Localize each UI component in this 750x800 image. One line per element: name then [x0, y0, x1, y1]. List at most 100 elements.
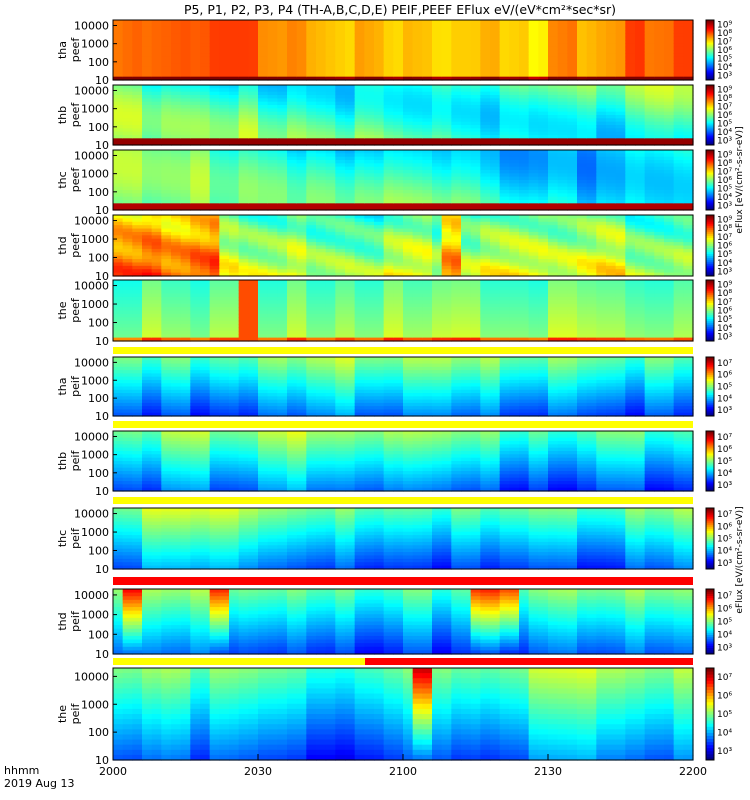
spectrogram-cell	[142, 252, 153, 257]
spectrogram-cell	[557, 70, 568, 74]
spectrogram-cell	[219, 337, 230, 342]
spectrogram-cell	[403, 228, 414, 233]
spectrogram-cell	[345, 108, 356, 113]
spectrogram-cell	[142, 218, 153, 223]
spectrogram-cell	[364, 303, 375, 308]
spectrogram-cell	[383, 242, 394, 247]
spectrogram-cell	[296, 33, 307, 38]
spectrogram-cell	[596, 40, 607, 44]
spectrogram-cell	[306, 242, 317, 247]
spectrogram-cell	[644, 121, 655, 126]
spectrogram-cell	[625, 60, 636, 64]
spectrogram-cell	[432, 180, 443, 184]
spectrogram-cell	[432, 118, 443, 123]
spectrogram-cell	[248, 118, 259, 123]
spectrogram-cell	[441, 128, 452, 133]
spectrogram-cell	[335, 121, 346, 126]
spectrogram-cell	[219, 50, 230, 54]
spectrogram-cell	[161, 180, 172, 184]
spectrogram-cell	[538, 242, 549, 247]
spectrogram-cell	[335, 33, 346, 38]
spectrogram-cell	[219, 200, 230, 204]
spectrogram-cell	[354, 200, 365, 204]
spectrogram-cell	[644, 85, 655, 89]
spectrogram-cell	[412, 180, 423, 184]
spectrogram-cell	[248, 23, 259, 28]
spectrogram-cell	[258, 235, 269, 240]
spectrogram-cell	[383, 108, 394, 113]
spectrogram-cell	[287, 101, 298, 106]
spectrogram-cell	[248, 252, 259, 257]
spectrogram-cell	[451, 272, 462, 277]
spectrogram-cell	[606, 46, 617, 51]
spectrogram-cell	[441, 252, 452, 257]
spectrogram-cell	[161, 125, 172, 129]
spectrogram-cell	[461, 218, 472, 223]
spectrogram-cell	[538, 63, 549, 68]
spectrogram-cell	[499, 30, 510, 34]
spectrogram-cell	[403, 121, 414, 126]
spectrogram-cell	[412, 125, 423, 129]
spectrogram-cell	[470, 196, 481, 201]
spectrogram-cell	[171, 121, 182, 126]
spectrogram-cell	[209, 255, 220, 260]
spectrogram-cell	[548, 111, 559, 116]
spectrogram-cell	[451, 262, 462, 267]
spectrogram-cell	[664, 248, 675, 253]
spectrogram-cell	[229, 88, 240, 93]
spectrogram-cell	[499, 252, 510, 257]
spectrogram-cell	[325, 26, 336, 31]
spectrogram-cell	[277, 166, 288, 171]
spectrogram-cell	[345, 255, 356, 260]
spectrogram-cell	[422, 88, 433, 93]
spectrogram-cell	[354, 280, 365, 284]
spectrogram-cell	[132, 118, 143, 123]
spectrogram-cell	[258, 156, 269, 161]
spectrogram-cell	[335, 170, 346, 174]
spectrogram-cell	[171, 180, 182, 184]
spectrogram-cell	[441, 138, 452, 143]
spectrogram-cell	[238, 170, 249, 174]
spectrogram-cell	[615, 190, 626, 194]
spectrogram-cell	[586, 190, 597, 194]
spectrogram-cell	[596, 193, 607, 198]
spectrogram-cell	[142, 36, 153, 41]
spectrogram-cell	[171, 85, 182, 89]
spectrogram-cell	[296, 235, 307, 240]
spectrogram-cell	[615, 121, 626, 126]
spectrogram-cell	[151, 128, 162, 133]
spectrogram-cell	[412, 46, 423, 51]
spectrogram-cell	[345, 173, 356, 178]
spectrogram-cell	[325, 293, 336, 298]
spectrogram-cell	[122, 196, 133, 201]
spectrogram-cell	[519, 170, 530, 174]
spectrogram-cell	[432, 115, 443, 119]
spectrogram-cell	[161, 327, 172, 332]
spectrogram-cell	[451, 166, 462, 171]
spectrogram-cell	[644, 36, 655, 41]
spectrogram-cell	[393, 30, 404, 34]
spectrogram-cell	[635, 248, 646, 253]
spectrogram-cell	[113, 280, 124, 284]
spectrogram-cell	[412, 131, 423, 136]
spectrogram-cell	[306, 334, 317, 339]
spectrogram-cell	[209, 330, 220, 335]
spectrogram-cell	[325, 50, 336, 54]
spectrogram-cell	[209, 108, 220, 113]
spectrogram-cell	[171, 125, 182, 129]
spectrogram-cell	[180, 135, 191, 139]
spectrogram-cell	[577, 272, 588, 277]
spectrogram-cell	[180, 26, 191, 31]
spectrogram-cell	[654, 70, 665, 74]
colorbar-segment	[706, 95, 714, 98]
spectrogram-cell	[422, 269, 433, 274]
spectrogram-cell	[393, 115, 404, 119]
spectrogram-cell	[509, 160, 520, 164]
spectrogram-cell	[635, 108, 646, 113]
spectrogram-cell	[461, 255, 472, 260]
spectrogram-cell	[354, 206, 365, 211]
spectrogram-cell	[209, 73, 220, 78]
spectrogram-cell	[393, 203, 404, 208]
spectrogram-cell	[113, 56, 124, 61]
spectrogram-cell	[567, 186, 578, 191]
